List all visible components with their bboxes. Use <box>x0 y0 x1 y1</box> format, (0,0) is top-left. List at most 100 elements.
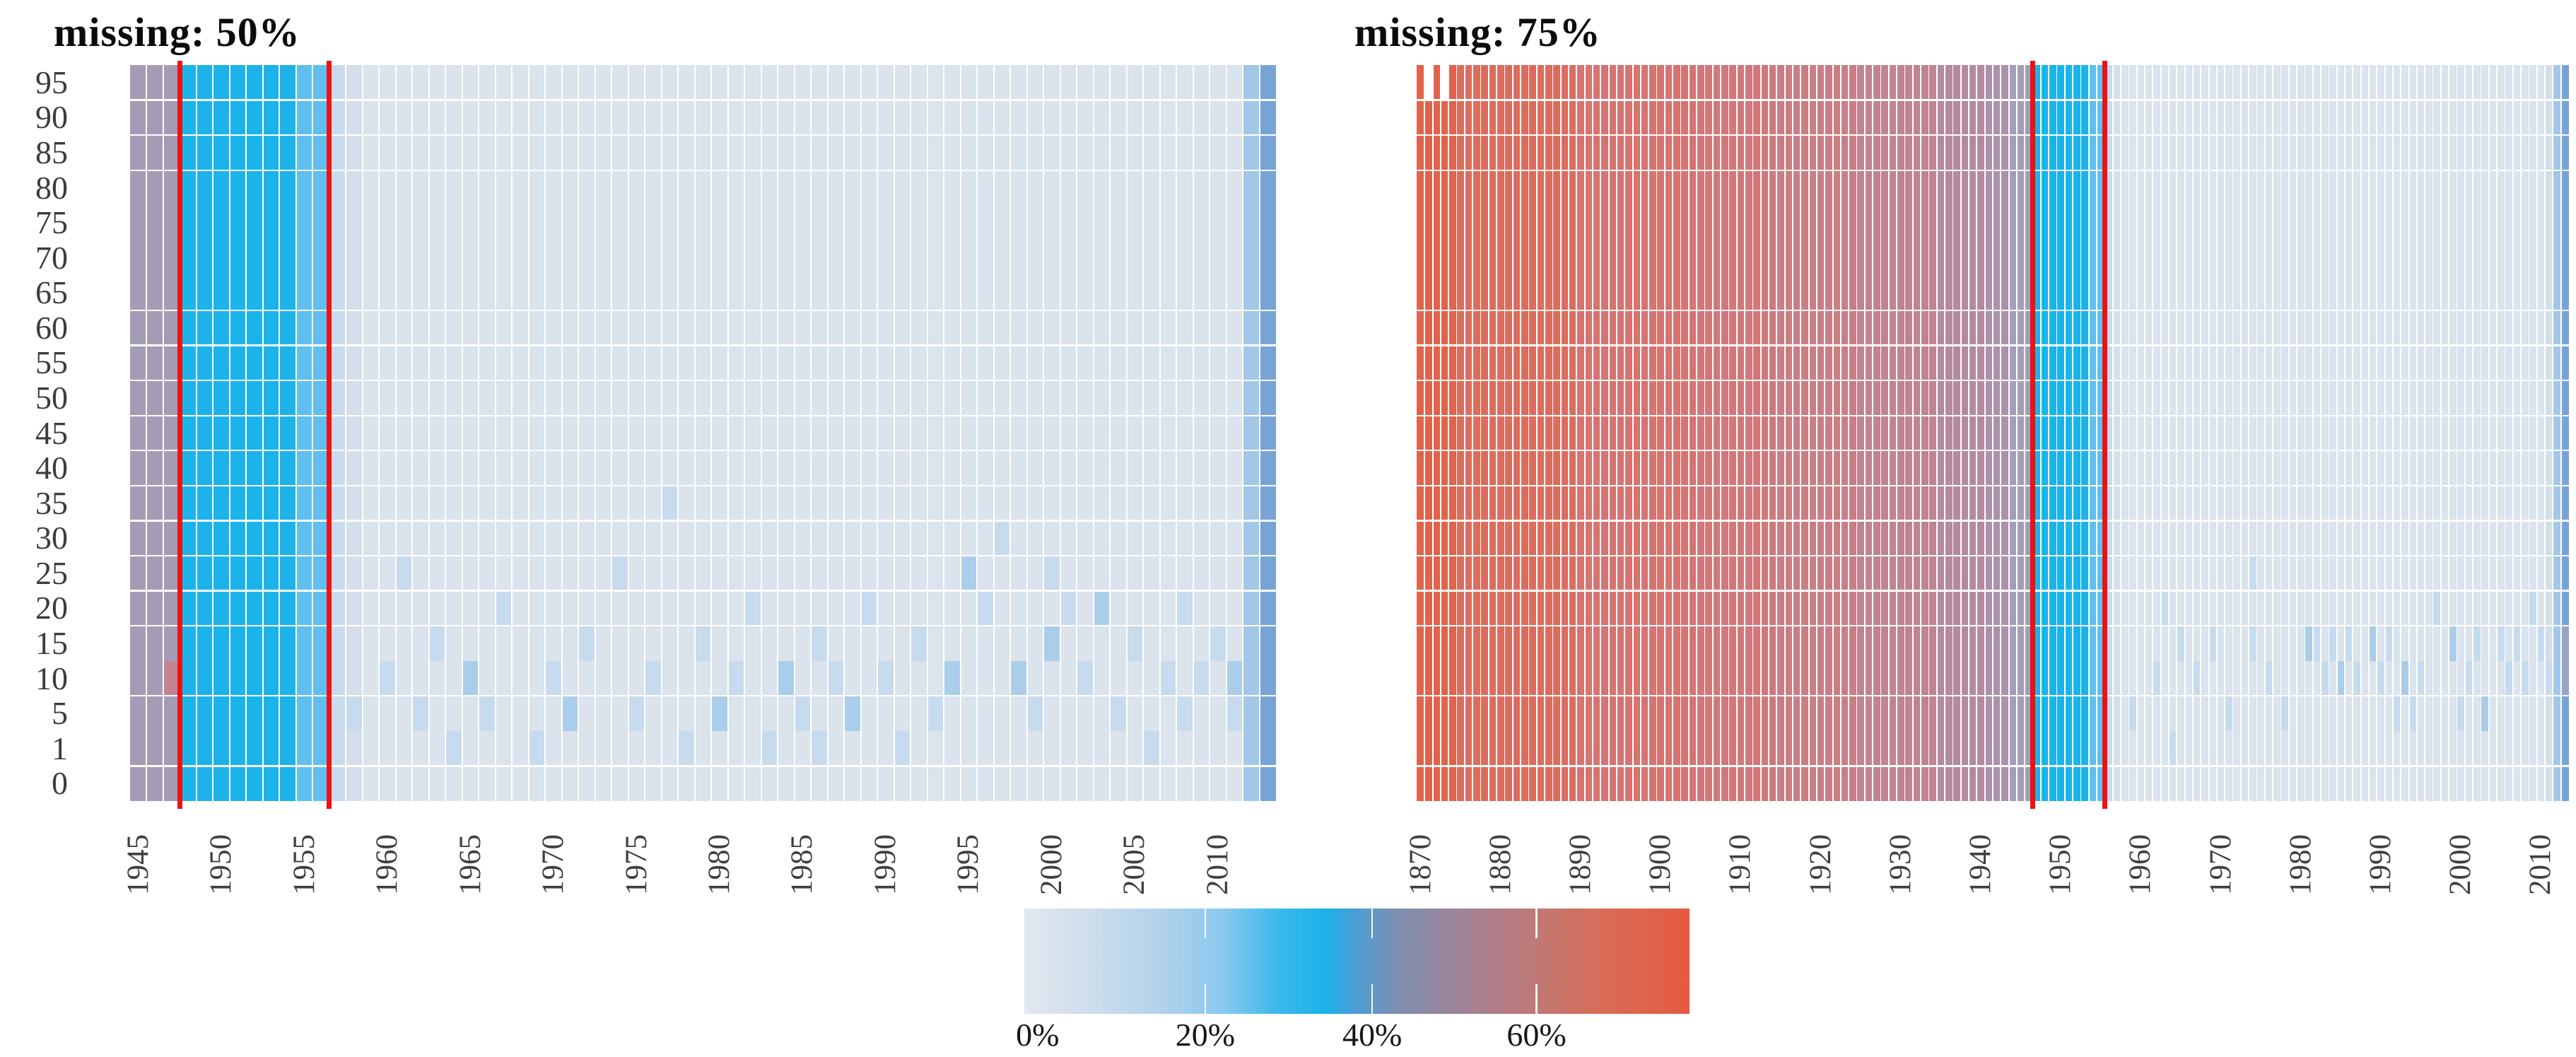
y-tick-label: 20 <box>35 590 68 626</box>
column-gridline <box>2176 65 2178 801</box>
year-column <box>811 65 829 801</box>
noise-cell <box>2457 696 2466 732</box>
year-column <box>1873 65 1882 801</box>
noise-cell <box>2408 696 2418 732</box>
y-tick-label: 10 <box>35 660 68 696</box>
column-gridline <box>611 65 613 801</box>
noise-cell <box>2401 660 2410 696</box>
year-column <box>1010 65 1028 801</box>
column-gridline <box>2063 65 2066 801</box>
column-gridline <box>2096 65 2098 801</box>
column-gridline <box>461 65 463 801</box>
column-gridline <box>1448 65 1450 801</box>
column-gridline <box>1808 65 1810 801</box>
y-tick-label: 70 <box>35 239 68 276</box>
column-gridline <box>1680 65 1682 801</box>
year-column <box>1504 65 1514 801</box>
row-gridline <box>130 134 1276 136</box>
year-column <box>2392 65 2401 801</box>
y-tick-label: 0 <box>52 765 68 802</box>
year-column <box>2032 65 2042 801</box>
noise-cell <box>778 660 795 696</box>
column-gridline <box>1784 65 1786 801</box>
column-gridline <box>1704 65 1706 801</box>
column-gridline <box>2048 65 2050 801</box>
year-column <box>1512 65 1521 801</box>
year-column <box>2440 65 2449 801</box>
column-gridline <box>1952 65 1954 801</box>
noise-cell <box>2497 626 2505 662</box>
year-column <box>1193 65 1210 801</box>
year-column <box>1536 65 1545 801</box>
noise-cell <box>811 626 829 662</box>
column-gridline <box>2408 65 2410 801</box>
year-column <box>927 65 944 801</box>
noise-cell <box>1043 626 1061 662</box>
column-gridline <box>877 65 879 801</box>
column-gridline <box>893 65 895 801</box>
column-gridline <box>1504 65 1506 801</box>
year-column <box>295 65 313 801</box>
x-tick-label: 1990 <box>2363 834 2397 895</box>
year-column <box>1936 65 1945 801</box>
column-gridline <box>1480 65 1482 801</box>
column-gridline <box>744 65 746 801</box>
noise-cell <box>977 590 995 626</box>
year-column <box>1569 65 1577 801</box>
column-gridline <box>295 65 297 801</box>
year-column <box>1576 65 1586 801</box>
column-gridline <box>195 65 197 801</box>
year-column <box>1473 65 1482 801</box>
column-gridline <box>1792 65 1793 801</box>
year-column <box>2360 65 2370 801</box>
column-gridline <box>1648 65 1650 801</box>
year-column <box>2312 65 2322 801</box>
column-gridline <box>2448 65 2450 801</box>
column-gridline <box>2072 65 2074 801</box>
row-gridline <box>130 309 1276 312</box>
noise-cell <box>2160 590 2170 626</box>
column-gridline <box>1535 65 1538 801</box>
column-gridline <box>2544 65 2546 801</box>
noise-cell <box>2464 660 2473 696</box>
year-column <box>1432 65 1441 801</box>
year-column <box>1077 65 1094 801</box>
year-column <box>1856 65 1866 801</box>
noise-cell <box>2153 660 2162 696</box>
column-gridline <box>2488 65 2490 801</box>
year-column <box>1093 65 1111 801</box>
noise-cell <box>412 696 430 732</box>
column-gridline <box>394 65 397 801</box>
row-gridline <box>130 520 1276 522</box>
column-gridline <box>2264 65 2266 801</box>
x-tick-label: 1950 <box>2044 834 2078 895</box>
year-column <box>1888 65 1897 801</box>
x-tick-label: 1890 <box>1564 834 1598 895</box>
y-tick-label: 95 <box>35 64 68 100</box>
row-gridline <box>130 450 1276 452</box>
column-gridline <box>312 65 314 801</box>
year-column <box>2008 65 2018 801</box>
noise-cell <box>877 660 895 696</box>
y-tick-label: 1 <box>52 730 68 766</box>
column-gridline <box>1632 65 1634 801</box>
column-gridline <box>2256 65 2258 801</box>
year-column <box>329 65 346 801</box>
year-column <box>2473 65 2481 801</box>
year-column <box>2016 65 2025 801</box>
column-gridline <box>2368 65 2370 801</box>
year-column <box>528 65 546 801</box>
noise-cell <box>2281 696 2290 732</box>
column-gridline <box>677 65 679 801</box>
year-column <box>2336 65 2346 801</box>
noise-cell <box>1193 660 1210 696</box>
noise-cell <box>2329 626 2338 662</box>
noise-cell <box>2481 696 2490 732</box>
y-tick-label: 25 <box>35 554 68 591</box>
noise-cell <box>428 626 446 662</box>
column-gridline <box>2088 65 2090 801</box>
year-column <box>1600 65 1610 801</box>
noise-cell <box>2208 626 2218 662</box>
red-guide-line <box>2030 61 2036 809</box>
column-gridline <box>162 65 164 801</box>
